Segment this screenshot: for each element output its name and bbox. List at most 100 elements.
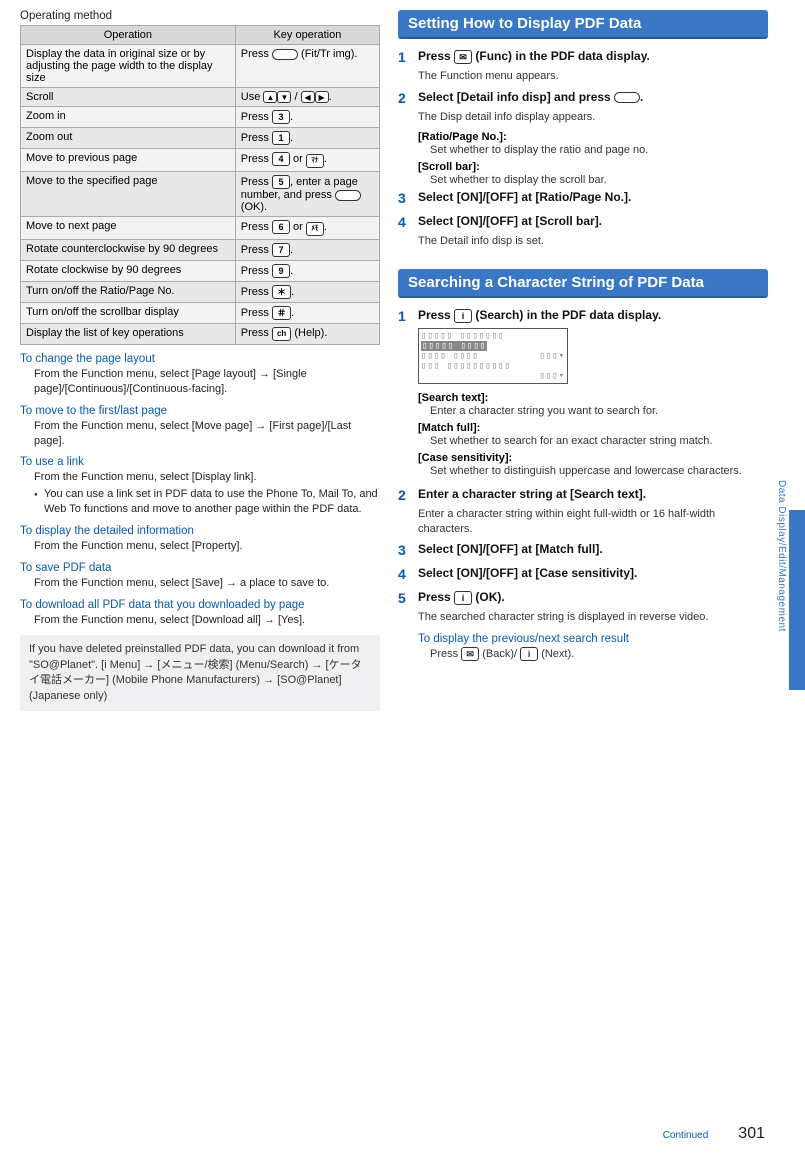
operation-table: Operation Key operation Display the data…	[20, 25, 380, 345]
mail-key-icon: ✉	[461, 647, 479, 661]
sub-label: [Match full]:	[418, 422, 768, 434]
step: 1 Press i (Search) in the PDF data displ…	[398, 308, 768, 324]
info-box: If you have deleted preinstalled PDF dat…	[20, 635, 380, 711]
step-body: The Disp detail info display appears.	[418, 110, 768, 125]
key-hash-icon: ＃	[272, 306, 291, 320]
body-text: From the Function menu, select [Move pag…	[34, 419, 380, 449]
step-title: Enter a character string at [Search text…	[418, 487, 646, 503]
table-row: Display the list of key operations Press…	[21, 324, 380, 345]
step-body: The Detail info disp is set.	[418, 234, 768, 249]
key-special-icon: ﾏﾅ	[306, 154, 324, 168]
body-text: From the Function menu, select [Property…	[34, 539, 380, 554]
page-number: 301	[738, 1125, 765, 1143]
step-number: 5	[398, 590, 412, 606]
table-row: Turn on/off the scrollbar display Press …	[21, 303, 380, 324]
key-ch-icon: ch	[272, 327, 291, 341]
body-text: From the Function menu, select [Display …	[34, 470, 380, 485]
step: 4 Select [ON]/[OFF] at [Scroll bar].	[398, 214, 768, 230]
table-row: Move to the specified page Press 5, ente…	[21, 172, 380, 217]
step: 2 Enter a character string at [Search te…	[398, 487, 768, 503]
step-body: The Function menu appears.	[418, 69, 768, 84]
table-header-key: Key operation	[235, 26, 379, 45]
key-5-icon: 5	[272, 175, 290, 189]
section-header-search: Searching a Character String of PDF Data	[398, 269, 768, 298]
page-footer: Continued 301	[663, 1125, 765, 1143]
key-special-icon: ﾒﾓ	[306, 222, 324, 236]
step-title: Select [ON]/[OFF] at [Match full].	[418, 542, 603, 558]
step-number: 2	[398, 90, 412, 106]
center-key-icon	[272, 49, 298, 60]
step-number: 3	[398, 542, 412, 558]
up-key-icon: ▲	[263, 91, 277, 103]
center-key-icon	[335, 190, 361, 201]
key-3-icon: 3	[272, 110, 290, 124]
sub-label: [Scroll bar]:	[418, 161, 768, 173]
table-row: Rotate clockwise by 90 degrees Press 9.	[21, 261, 380, 282]
i-key-icon: i	[454, 309, 472, 323]
table-row: Rotate counterclockwise by 90 degrees Pr…	[21, 240, 380, 261]
table-row: Zoom in Press 3.	[21, 107, 380, 128]
step-number: 1	[398, 308, 412, 324]
step-title: Select [ON]/[OFF] at [Ratio/Page No.].	[418, 190, 631, 206]
table-row: Scroll Use ▲▼ / ◀▶.	[21, 88, 380, 107]
key-star-icon: ＊	[272, 285, 291, 299]
table-row: Turn on/off the Ratio/Page No. Press ＊.	[21, 282, 380, 303]
sub-body: Set whether to distinguish uppercase and…	[430, 464, 768, 479]
left-key-icon: ◀	[301, 91, 315, 103]
sub-body: Set whether to display the scroll bar.	[430, 173, 768, 188]
side-chapter-label: Data Display/Edit/Management	[776, 480, 787, 632]
subhead-download-all: To download all PDF data that you downlo…	[20, 599, 380, 611]
step-title: Select [ON]/[OFF] at [Case sensitivity].	[418, 566, 637, 582]
key-6-icon: 6	[272, 220, 290, 234]
body-text: From the Function menu, select [Page lay…	[34, 367, 380, 397]
table-row: Move to previous page Press 4 or ﾏﾅ.	[21, 149, 380, 172]
sub-body: Set whether to display the ratio and pag…	[430, 143, 768, 158]
table-row: Move to next page Press 6 or ﾒﾓ.	[21, 217, 380, 240]
step-title: Press ✉ (Func) in the PDF data display.	[418, 49, 650, 65]
side-tab	[789, 510, 805, 690]
step-body: Enter a character string within eight fu…	[418, 507, 768, 537]
table-row: Display the data in original size or by …	[21, 45, 380, 88]
body-text: From the Function menu, select [Download…	[34, 613, 380, 628]
sub-body: Enter a character string you want to sea…	[430, 404, 768, 419]
body-text: From the Function menu, select [Save] → …	[34, 576, 380, 591]
step-body: Press ✉ (Back)/ i (Next).	[430, 647, 768, 662]
section-header-display: Setting How to Display PDF Data	[398, 10, 768, 39]
continued-label: Continued	[663, 1130, 709, 1141]
step-number: 2	[398, 487, 412, 503]
key-9-icon: 9	[272, 264, 290, 278]
sub-label: [Ratio/Page No.]:	[418, 131, 768, 143]
step-body: The searched character string is display…	[418, 610, 768, 625]
bullet-text: You can use a link set in PDF data to us…	[34, 487, 380, 517]
i-key-icon: i	[454, 591, 472, 605]
subhead-save-pdf: To save PDF data	[20, 562, 380, 574]
step: 3 Select [ON]/[OFF] at [Match full].	[398, 542, 768, 558]
step-title: Select [ON]/[OFF] at [Scroll bar].	[418, 214, 602, 230]
step-number: 3	[398, 190, 412, 206]
key-1-icon: 1	[272, 131, 290, 145]
right-column: Setting How to Display PDF Data 1 Press …	[398, 10, 768, 711]
key-7-icon: 7	[272, 243, 290, 257]
step: 1 Press ✉ (Func) in the PDF data display…	[398, 49, 768, 65]
center-key-icon	[614, 92, 640, 103]
operating-method-heading: Operating method	[20, 10, 380, 22]
i-key-icon: i	[520, 647, 538, 661]
subhead-prev-next: To display the previous/next search resu…	[418, 633, 768, 645]
sub-label: [Case sensitivity]:	[418, 452, 768, 464]
subhead-first-last: To move to the first/last page	[20, 405, 380, 417]
table-header-operation: Operation	[21, 26, 236, 45]
step-number: 1	[398, 49, 412, 65]
step-number: 4	[398, 214, 412, 230]
left-column: Operating method Operation Key operation…	[20, 10, 380, 711]
subhead-page-layout: To change the page layout	[20, 353, 380, 365]
step-number: 4	[398, 566, 412, 582]
subhead-detailed-info: To display the detailed information	[20, 525, 380, 537]
step-title: Press i (OK).	[418, 590, 505, 606]
sub-label: [Search text]:	[418, 392, 768, 404]
step: 4 Select [ON]/[OFF] at [Case sensitivity…	[398, 566, 768, 582]
mail-key-icon: ✉	[454, 50, 472, 64]
subhead-use-link: To use a link	[20, 456, 380, 468]
step-title: Press i (Search) in the PDF data display…	[418, 308, 661, 324]
step: 2 Select [Detail info disp] and press .	[398, 90, 768, 106]
key-4-icon: 4	[272, 152, 290, 166]
